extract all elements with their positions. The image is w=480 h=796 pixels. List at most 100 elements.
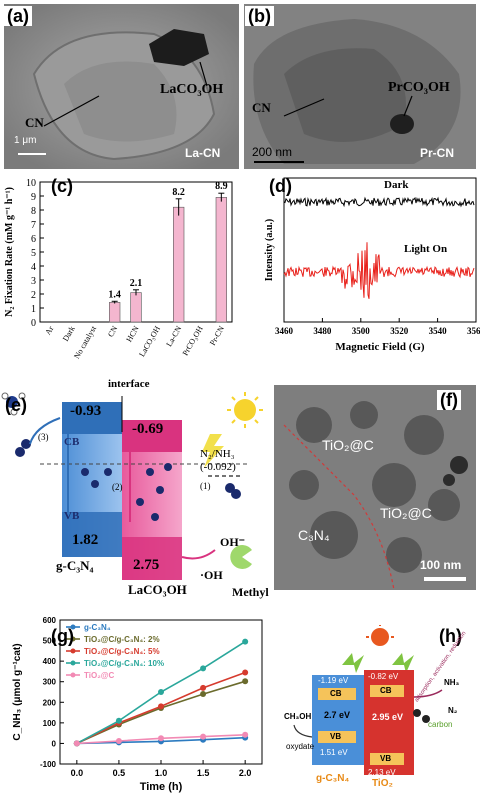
- chart-g-legend-label: TiO₂@C/g-C₃N₄: 2%: [84, 635, 160, 644]
- chart-g-legend-label: TiO₂@C: [84, 671, 115, 680]
- panel-d-chart: 3460 3480 3500 3520 3540 3560 Dark Light On Magn…: [244, 172, 480, 362]
- chart-c-category-label: LaCO₃OH: [137, 324, 162, 358]
- chart-c-bar: [173, 206, 185, 323]
- panel-b-label: (b): [245, 6, 274, 26]
- chart-g-point: [242, 669, 249, 676]
- chart-g-xlabel: Time (h): [140, 781, 183, 793]
- chart-d-xtick-label: 3480: [313, 326, 332, 336]
- chart-g-xtick-label: 2.0: [239, 768, 252, 778]
- chart-g-point: [200, 733, 207, 740]
- panel-h-ch3oh: CH₃OH: [284, 712, 312, 721]
- panel-b-micrograph: [244, 4, 476, 169]
- panel-h-carbon: carbon: [428, 720, 453, 729]
- chart-g-legend-marker: [70, 672, 76, 678]
- panel-f-label: (f): [437, 390, 461, 410]
- chart-d-series-dark: [283, 196, 475, 208]
- chart-c-ytick-label: 3: [31, 276, 36, 287]
- chart-d-ylabel: Intensity (a.u.): [264, 219, 275, 282]
- panel-a-particle-label: LaCO₃OH: [160, 82, 224, 97]
- panel-h-label: (h): [436, 626, 465, 646]
- chart-g-point: [115, 717, 122, 724]
- chart-g-point: [158, 735, 164, 742]
- panel-b-scale-label: 200 nm: [252, 145, 293, 159]
- chart-c-ytick-label: 6: [31, 234, 36, 245]
- panel-h-diagram: [282, 625, 478, 790]
- panel-e-cb-text: CB: [64, 436, 80, 448]
- lightning-icon: [202, 434, 224, 468]
- chart-c-ytick-label: 8: [31, 206, 36, 217]
- chart-d-frame: [283, 177, 477, 323]
- chart-g-legend-marker: [70, 624, 76, 630]
- panel-e-mat-right: LaCO₃OH: [128, 582, 187, 597]
- panel-a-corner-label: La-CN: [185, 146, 221, 160]
- panel-h-vb-right: VB: [380, 754, 392, 763]
- chart-g-legend-label: TiO₂@C/g-C₃N₄: 10%: [84, 659, 164, 668]
- panel-f-region1: TiO₂@C: [322, 437, 374, 453]
- chart-c-ytick-label: 1: [31, 304, 36, 315]
- sun-icon: [227, 392, 263, 428]
- panel-e-redox: N₂/NH₃: [200, 448, 235, 460]
- chart-c-ytick-label: 5: [31, 248, 36, 259]
- chart-c-bar: [215, 197, 227, 323]
- nh3-molecule-icon: [1, 392, 26, 416]
- chart-g-point: [115, 737, 122, 744]
- chart-c-ytick-label: 0: [31, 318, 36, 329]
- panel-e-step3: (3): [38, 432, 49, 442]
- chart-c-category-label: Dark: [61, 325, 77, 343]
- panel-e-vb-left: 1.82: [72, 532, 99, 548]
- panel-a-tem-image: [4, 4, 239, 169]
- panel-b-particle-label: PrCO₃OH: [388, 80, 450, 95]
- panel-e-vb-text: VB: [64, 510, 80, 522]
- chart-d-xtick-label: 3500: [352, 326, 371, 336]
- chart-c-category-label: HCN: [124, 324, 140, 343]
- chart-g-ytick-label: 500: [43, 637, 57, 646]
- panel-e-cb-left: -0.93: [70, 403, 102, 419]
- chart-d-xtick-label: 3540: [429, 326, 448, 336]
- chart-d-xtick-label: 3460: [275, 326, 294, 336]
- panel-h-oxydate: oxydate: [286, 742, 315, 751]
- panel-h-n2: N₂: [448, 706, 458, 715]
- chart-g-point: [200, 665, 207, 672]
- chart-g-legend-label: TiO₂@C/g-C₃N₄: 5%: [84, 647, 160, 656]
- panel-f-region3: C₃N₄: [298, 527, 330, 543]
- panel-a-cn-label: CN: [25, 115, 44, 130]
- chart-c-category-label: Pr-CN: [208, 324, 226, 347]
- chart-c-ylabel: N₂ Fixation Rate (mM g⁻¹ h⁻¹): [4, 187, 15, 317]
- chart-g-point: [242, 638, 249, 645]
- chart-g-ytick-label: 100: [43, 719, 57, 728]
- panel-h-right-vb: 2.13 eV: [368, 768, 396, 777]
- panel-h-nh3: NH₃: [444, 678, 460, 687]
- panel-b-tem-image: [244, 4, 476, 169]
- panel-f-micrograph: [274, 385, 476, 590]
- panel-a-scale-label: 1 μm: [14, 135, 37, 146]
- chart-g-legend-marker: [70, 660, 76, 666]
- panel-e-svg: [1, 392, 263, 580]
- panel-h-left-gap: 2.7 eV: [324, 710, 351, 720]
- chart-g-point: [158, 689, 164, 695]
- chart-c-ytick-label: 10: [26, 178, 36, 189]
- chart-d-legend-dark: Dark: [384, 179, 409, 191]
- sun-icon-h: [371, 628, 389, 646]
- panel-h-mat-right: TiO₂: [372, 778, 393, 789]
- panel-b-cn-label: CN: [252, 100, 271, 115]
- panel-h-right-gap: 2.95 eV: [372, 712, 404, 722]
- panel-g-chart: -100 0 100 200 300 400 500 600 0.0 0.5 1.0 1.5 2.0 g-…: [0, 612, 272, 796]
- panel-h-vb-left: VB: [330, 732, 342, 741]
- panel-h-right-cb: -0.82 eV: [368, 672, 399, 681]
- chart-g-xtick-label: 0.0: [71, 768, 84, 778]
- panel-a-label: (a): [4, 6, 32, 26]
- chart-d-xtick-label: 3520: [390, 326, 409, 336]
- chart-g-point: [242, 678, 249, 685]
- panel-h-left-cb: -1.19 eV: [318, 676, 349, 685]
- panel-e-vb-right: 2.75: [133, 557, 160, 573]
- panel-c-chart: 0 1 2 3 4 5 6 7 8 9 10 Ar Dark No catalyst 1.4 CN 2.1 HCN…: [0, 172, 240, 362]
- chart-c-data-label: 2.1: [130, 278, 143, 289]
- panel-a-micrograph: [4, 4, 239, 169]
- chart-g-ytick-label: -100: [40, 760, 57, 769]
- panel-h-mat-left: g-C₃N₄: [316, 773, 350, 784]
- chart-d-xlabel: Magnetic Field (G): [335, 341, 425, 353]
- panel-e-label: (e): [5, 395, 27, 415]
- chart-d-legend-light: Light On: [404, 243, 447, 255]
- chart-c-bar: [109, 302, 121, 323]
